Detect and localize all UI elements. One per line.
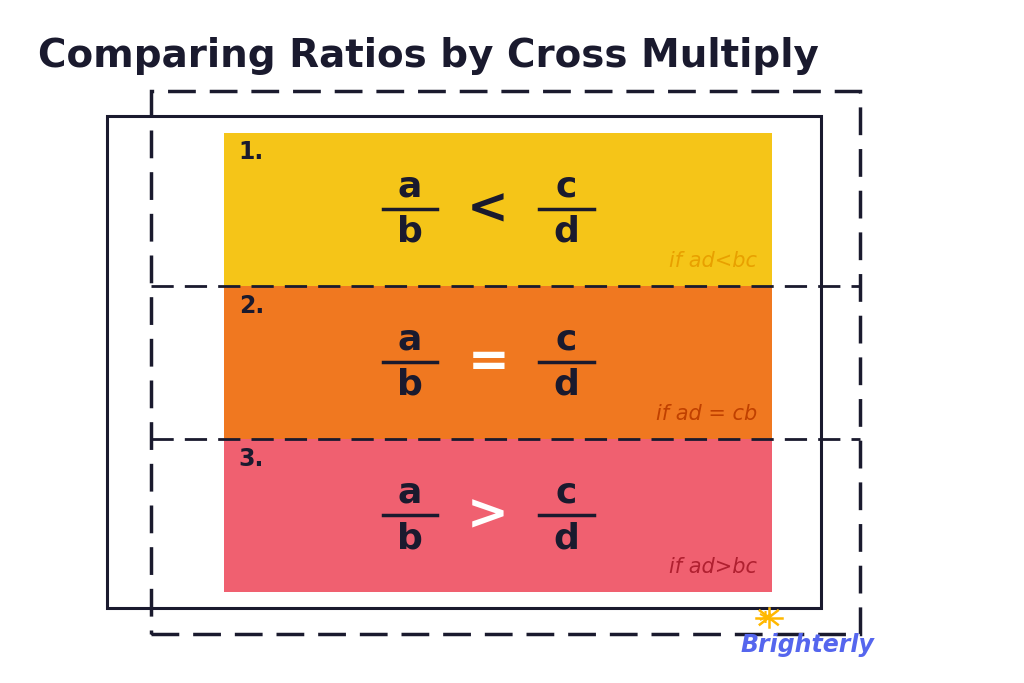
Text: <: < — [467, 185, 509, 233]
Text: d: d — [553, 215, 580, 249]
Text: b: b — [397, 368, 423, 402]
Text: c: c — [556, 475, 578, 510]
Text: c: c — [556, 169, 578, 204]
Text: a: a — [397, 475, 422, 510]
Text: *: * — [759, 611, 771, 635]
Bar — [224, 285, 772, 438]
Text: Brighterly: Brighterly — [740, 633, 874, 657]
Text: a: a — [397, 322, 422, 357]
Bar — [106, 116, 820, 608]
Text: d: d — [553, 521, 580, 555]
Bar — [151, 91, 860, 635]
Text: a: a — [397, 169, 422, 204]
Text: b: b — [397, 215, 423, 249]
Text: >: > — [467, 491, 509, 540]
Text: 3.: 3. — [239, 447, 264, 471]
Bar — [224, 438, 772, 592]
Text: c: c — [556, 322, 578, 357]
Bar — [224, 133, 772, 285]
Text: if ad<bc: if ad<bc — [669, 251, 757, 271]
Text: =: = — [467, 338, 509, 387]
Text: if ad = cb: if ad = cb — [655, 404, 757, 424]
Text: d: d — [553, 368, 580, 402]
Text: 2.: 2. — [239, 294, 264, 318]
Text: Comparing Ratios by Cross Multiply: Comparing Ratios by Cross Multiply — [38, 37, 819, 74]
Text: 1.: 1. — [239, 141, 264, 165]
Text: b: b — [397, 521, 423, 555]
Text: if ad>bc: if ad>bc — [669, 557, 757, 577]
